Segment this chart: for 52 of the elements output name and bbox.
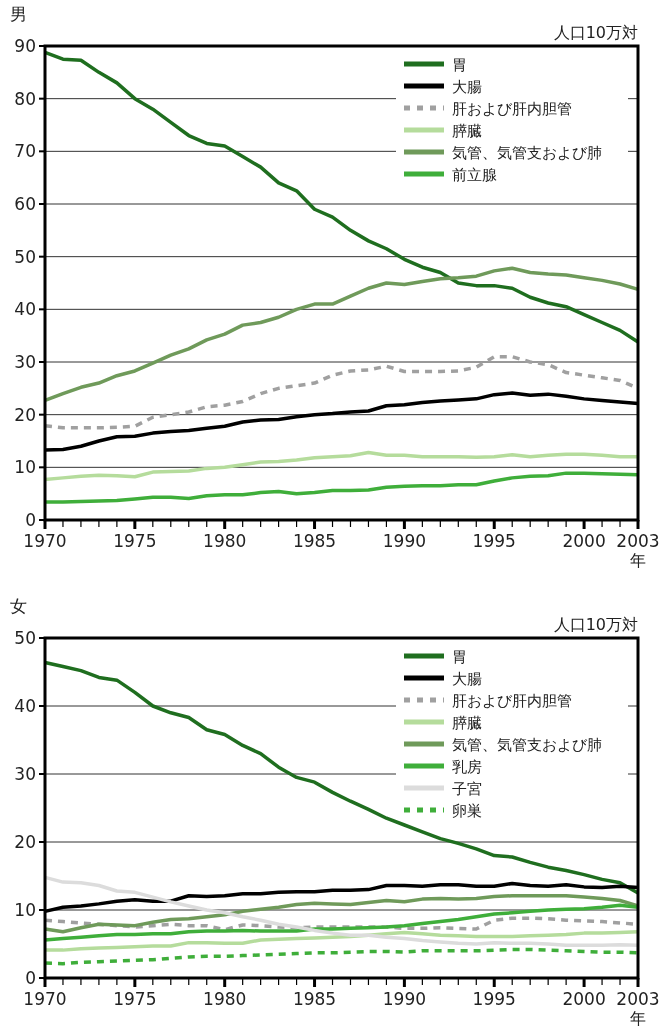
legend-label: 気管、気管支および肺	[452, 736, 602, 754]
legend-label: 子宮	[452, 780, 482, 798]
x-tick-label: 1980	[203, 989, 247, 1009]
y-axis-title: 人口10万対	[553, 23, 638, 42]
legend-label: 胃	[452, 56, 467, 74]
x-tick-label: 1995	[472, 531, 516, 551]
chart-title: 男	[10, 4, 27, 24]
legend-label: 気管、気管支および肺	[452, 144, 602, 162]
x-tick-label: 1970	[23, 989, 67, 1009]
x-tick-label: 1985	[292, 531, 337, 551]
chart-title: 女	[10, 596, 27, 616]
y-tick-label: 20	[14, 832, 36, 852]
y-tick-label: 10	[14, 457, 36, 478]
x-tick-label: 2003	[616, 531, 660, 551]
y-tick-label: 30	[14, 764, 36, 784]
y-tick-label: 40	[14, 299, 36, 320]
y-tick-label: 10	[14, 900, 36, 920]
x-tick-label: 2000	[562, 531, 606, 551]
y-tick-label: 50	[14, 628, 36, 648]
x-tick-label: 1970	[23, 531, 67, 551]
y-tick-label: 60	[14, 194, 36, 214]
y-tick-label: 0	[25, 968, 36, 988]
legend-label: 肝および肝内胆管	[452, 100, 572, 118]
legend-label: 膵臓	[452, 714, 482, 732]
legend-label: 膵臓	[452, 122, 482, 140]
y-tick-label: 0	[25, 510, 36, 530]
x-tick-label: 1985	[292, 989, 337, 1009]
y-tick-label: 80	[14, 88, 36, 109]
x-tick-label: 1995	[472, 989, 516, 1009]
legend-label: 卵巣	[452, 802, 482, 820]
y-tick-label: 30	[14, 352, 36, 372]
x-axis-title: 年	[630, 1009, 646, 1028]
y-axis-title: 人口10万対	[553, 615, 638, 634]
x-axis-title: 年	[630, 551, 646, 570]
legend-label: 胃	[452, 648, 467, 666]
legend-label: 大腸	[452, 670, 482, 688]
x-tick-label: 1990	[382, 989, 427, 1009]
legend-label: 肝および肝内胆管	[452, 692, 572, 710]
x-tick-label: 1975	[113, 989, 157, 1009]
legend-label: 乳房	[452, 758, 482, 776]
x-tick-label: 1990	[382, 531, 427, 551]
legend-label: 大腸	[452, 78, 482, 96]
x-tick-label: 1980	[203, 531, 247, 551]
y-tick-label: 50	[14, 246, 36, 267]
legend-label: 前立腺	[452, 166, 497, 184]
x-tick-label: 2000	[562, 989, 606, 1009]
y-tick-label: 40	[14, 696, 36, 716]
y-tick-label: 20	[14, 404, 36, 425]
x-tick-label: 2003	[616, 989, 660, 1009]
y-tick-label: 90	[14, 36, 36, 56]
x-tick-label: 1975	[113, 531, 157, 551]
y-tick-label: 70	[14, 141, 36, 162]
